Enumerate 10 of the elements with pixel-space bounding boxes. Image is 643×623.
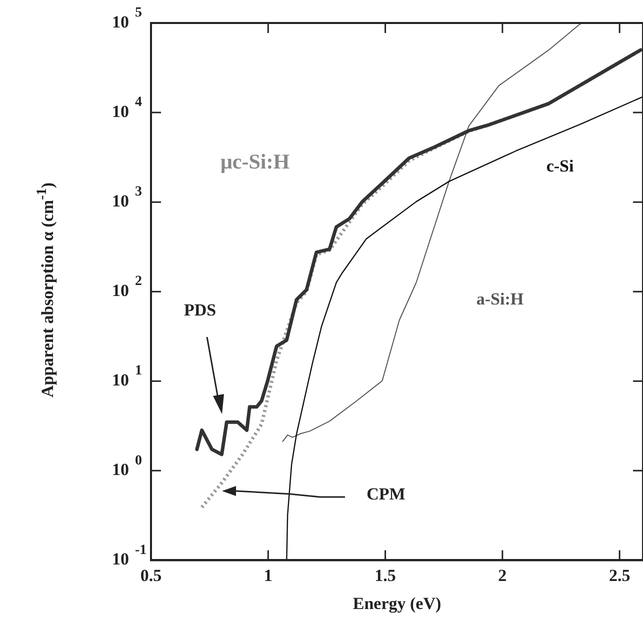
annotation: μc-Si:H: [220, 149, 290, 174]
annotation: PDS: [184, 300, 216, 320]
x-tick-label: 2: [498, 566, 507, 585]
x-axis-title: Energy (eV): [352, 594, 442, 614]
x-tick-label: 2.5: [608, 566, 630, 585]
series-label: c-Si: [546, 156, 574, 176]
text: a-Si:H: [476, 289, 524, 308]
annotation: CPM: [366, 484, 406, 504]
x-tick-label: 1.5: [374, 566, 396, 585]
x-tick-label: 1: [264, 566, 272, 585]
